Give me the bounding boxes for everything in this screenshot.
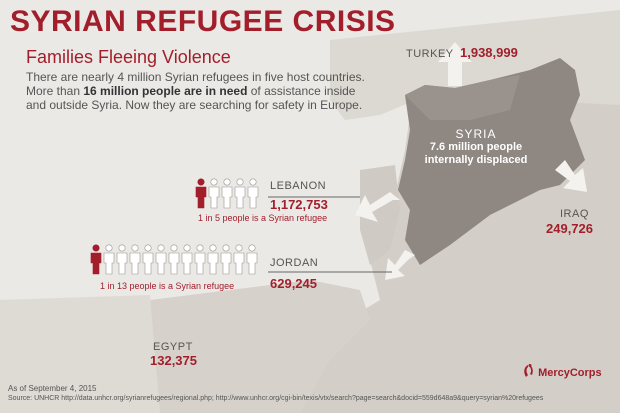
arrow-to-lebanon: [355, 192, 400, 222]
jordan-person-icon: [129, 244, 141, 275]
sinai-landmass: [150, 280, 370, 413]
iraq-count: 249,726: [546, 221, 593, 236]
mercycorps-logo: MercyCorps: [521, 363, 602, 379]
syria-detail: internally displaced: [424, 154, 528, 166]
jordan-person-icon: [168, 244, 180, 275]
mercycorps-logo-icon: [524, 364, 533, 377]
egypt-count: 132,375: [150, 353, 197, 368]
egypt-label: EGYPT: [153, 341, 193, 353]
lebanon-label: LEBANON: [270, 180, 327, 192]
jordan-person-icon: [220, 244, 232, 275]
intro-paragraph: There are nearly 4 million Syrian refuge…: [26, 70, 366, 112]
levant-coast-landmass: [360, 165, 400, 265]
north-africa-landmass: [0, 295, 160, 413]
intro-highlight: 16 million people are in need: [83, 84, 248, 98]
jordan-person-icon: [194, 244, 206, 275]
page-title: SYRIAN REFUGEE CRISIS: [10, 5, 396, 38]
jordan-person-icon: [246, 244, 258, 275]
lebanon-person-icon: [234, 178, 246, 209]
lebanon-person-icon: [208, 178, 220, 209]
arrow-to-iraq: [555, 160, 587, 192]
iraq-label: IRAQ: [560, 208, 589, 220]
jordan-person-icon: [233, 244, 245, 275]
jordan-person-icon: [181, 244, 193, 275]
syria-count: 7.6 million people: [429, 141, 523, 153]
lebanon-person-icon: [247, 178, 259, 209]
jordan-person-icon: [90, 244, 102, 275]
jordan-person-icon: [116, 244, 128, 275]
jordan-label: JORDAN: [270, 257, 319, 269]
lebanon-count: 1,172,753: [270, 197, 328, 212]
arrow-to-turkey: [438, 42, 472, 86]
turkey-count: 1,938,999: [460, 45, 518, 60]
jordan-person-icon: [207, 244, 219, 275]
logo-text: MercyCorps: [538, 367, 602, 379]
jordan-person-icon: [142, 244, 154, 275]
jordan-person-icon: [155, 244, 167, 275]
turkey-label: TURKEY: [406, 48, 454, 60]
syria-label: SYRIA: [455, 127, 497, 141]
intro-text-part1: There are nearly 4 million Syrian refuge…: [26, 70, 365, 98]
jordan-count: 629,245: [270, 276, 317, 291]
source-line: Source: UNHCR http://data.unhcr.org/syri…: [8, 395, 544, 402]
syria-displaced: 7.6 million people internally displaced: [396, 141, 556, 167]
lebanon-ratio: 1 in 5 people is a Syrian refugee: [198, 213, 328, 223]
lebanon-person-icon: [195, 178, 207, 209]
arrow-to-jordan: [385, 250, 415, 280]
page-subtitle: Families Fleeing Violence: [26, 47, 231, 67]
syria-highlight: [405, 75, 520, 120]
jordan-people-icons: [90, 244, 258, 275]
lebanon-people-icons: [195, 178, 259, 209]
jordan-ratio: 1 in 13 people is a Syrian refugee: [100, 281, 235, 291]
as-of-date: As of September 4, 2015: [8, 384, 97, 393]
lebanon-person-icon: [221, 178, 233, 209]
jordan-person-icon: [103, 244, 115, 275]
intro-text-part2: of assistance inside and outside Syria. …: [26, 84, 363, 112]
